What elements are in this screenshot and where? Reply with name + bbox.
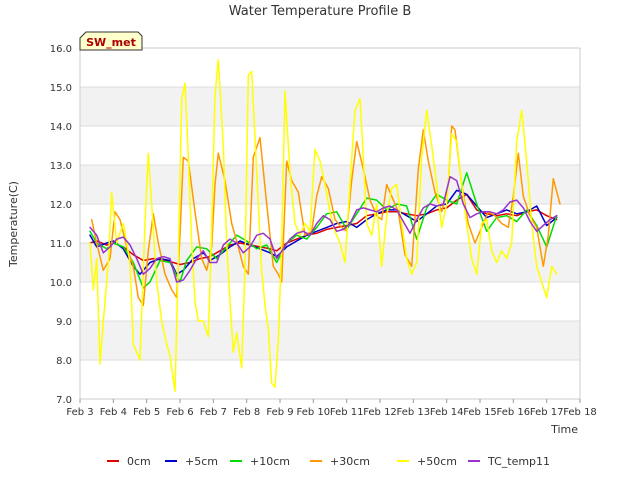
y-tick-label: 14.0 [50,122,72,133]
y-tick-label: 7.0 [56,395,72,406]
x-tick-label: Feb 8 [233,407,260,418]
plot-band [80,321,580,360]
x-tick-label: Feb 13 [397,407,431,418]
y-tick-label: 10.0 [50,278,72,289]
x-tick-label: Feb 14 [430,407,464,418]
plot-band [80,360,580,399]
plot-frame [79,47,581,400]
site-label-text: SW_met [86,36,136,49]
x-tick-label: Feb 7 [200,407,227,418]
legend-label-30cm: +30cm [330,455,370,468]
plot-band [80,126,580,165]
x-tick-label: Feb 9 [266,407,293,418]
x-tick-label: Feb 5 [133,407,160,418]
y-tick-label: 9.0 [56,317,72,328]
plot-band [80,48,580,87]
legend-label-50cm: +50cm [417,455,457,468]
plot-band [80,282,580,321]
legend-label-0cm: 0cm [127,455,151,468]
series-lines [89,58,561,392]
series-line-50cm [89,58,558,392]
x-axis-label: Time [550,423,578,436]
x-tick-label: Feb 16 [497,407,531,418]
chart-title: Water Temperature Profile B [229,4,412,19]
x-tick-label: Feb 17 [530,407,564,418]
y-tick-label: 8.0 [56,356,72,367]
x-tick-label: Feb 3 [66,407,93,418]
y-tick-label: 13.0 [50,161,72,172]
x-tick-label: Feb 11 [330,407,364,418]
series-line-tc-temp11 [89,175,558,283]
y-tick-label: 16.0 [50,44,72,55]
legend: 0cm +5cm +10cm +30cm +50cm TC_temp11 [107,455,550,468]
x-tick-label: Feb 12 [363,407,397,418]
series-line-30cm [90,125,561,307]
legend-label-10cm: +10cm [250,455,290,468]
plot-band [80,87,580,126]
series-line-10cm [89,172,558,289]
site-label-badge: SW_met [79,31,143,51]
y-axis-label: Temperature(C) [7,181,20,268]
site-label-box [79,31,143,51]
legend-label-5cm: +5cm [185,455,218,468]
x-axis-ticks: Feb 3 Feb 4 Feb 5 Feb 6 Feb 7 Feb 8 Feb 9 Feb 1… [66,399,597,418]
y-tick-label: 11.0 [50,239,72,250]
plot-bands [80,48,580,399]
x-tick-label: Feb 10 [297,407,331,418]
x-tick-label: Feb 18 [563,407,597,418]
y-tick-label: 12.0 [50,200,72,211]
x-tick-label: Feb 6 [166,407,193,418]
legend-label-tc-temp11: TC_temp11 [487,455,550,468]
x-tick-label: Feb 4 [100,407,127,418]
x-tick-label: Feb 15 [463,407,497,418]
y-axis-ticks: 7.0 8.0 9.0 10.0 11.0 12.0 13.0 14.0 15.0 16.0 [50,44,72,406]
y-tick-label: 15.0 [50,83,72,94]
